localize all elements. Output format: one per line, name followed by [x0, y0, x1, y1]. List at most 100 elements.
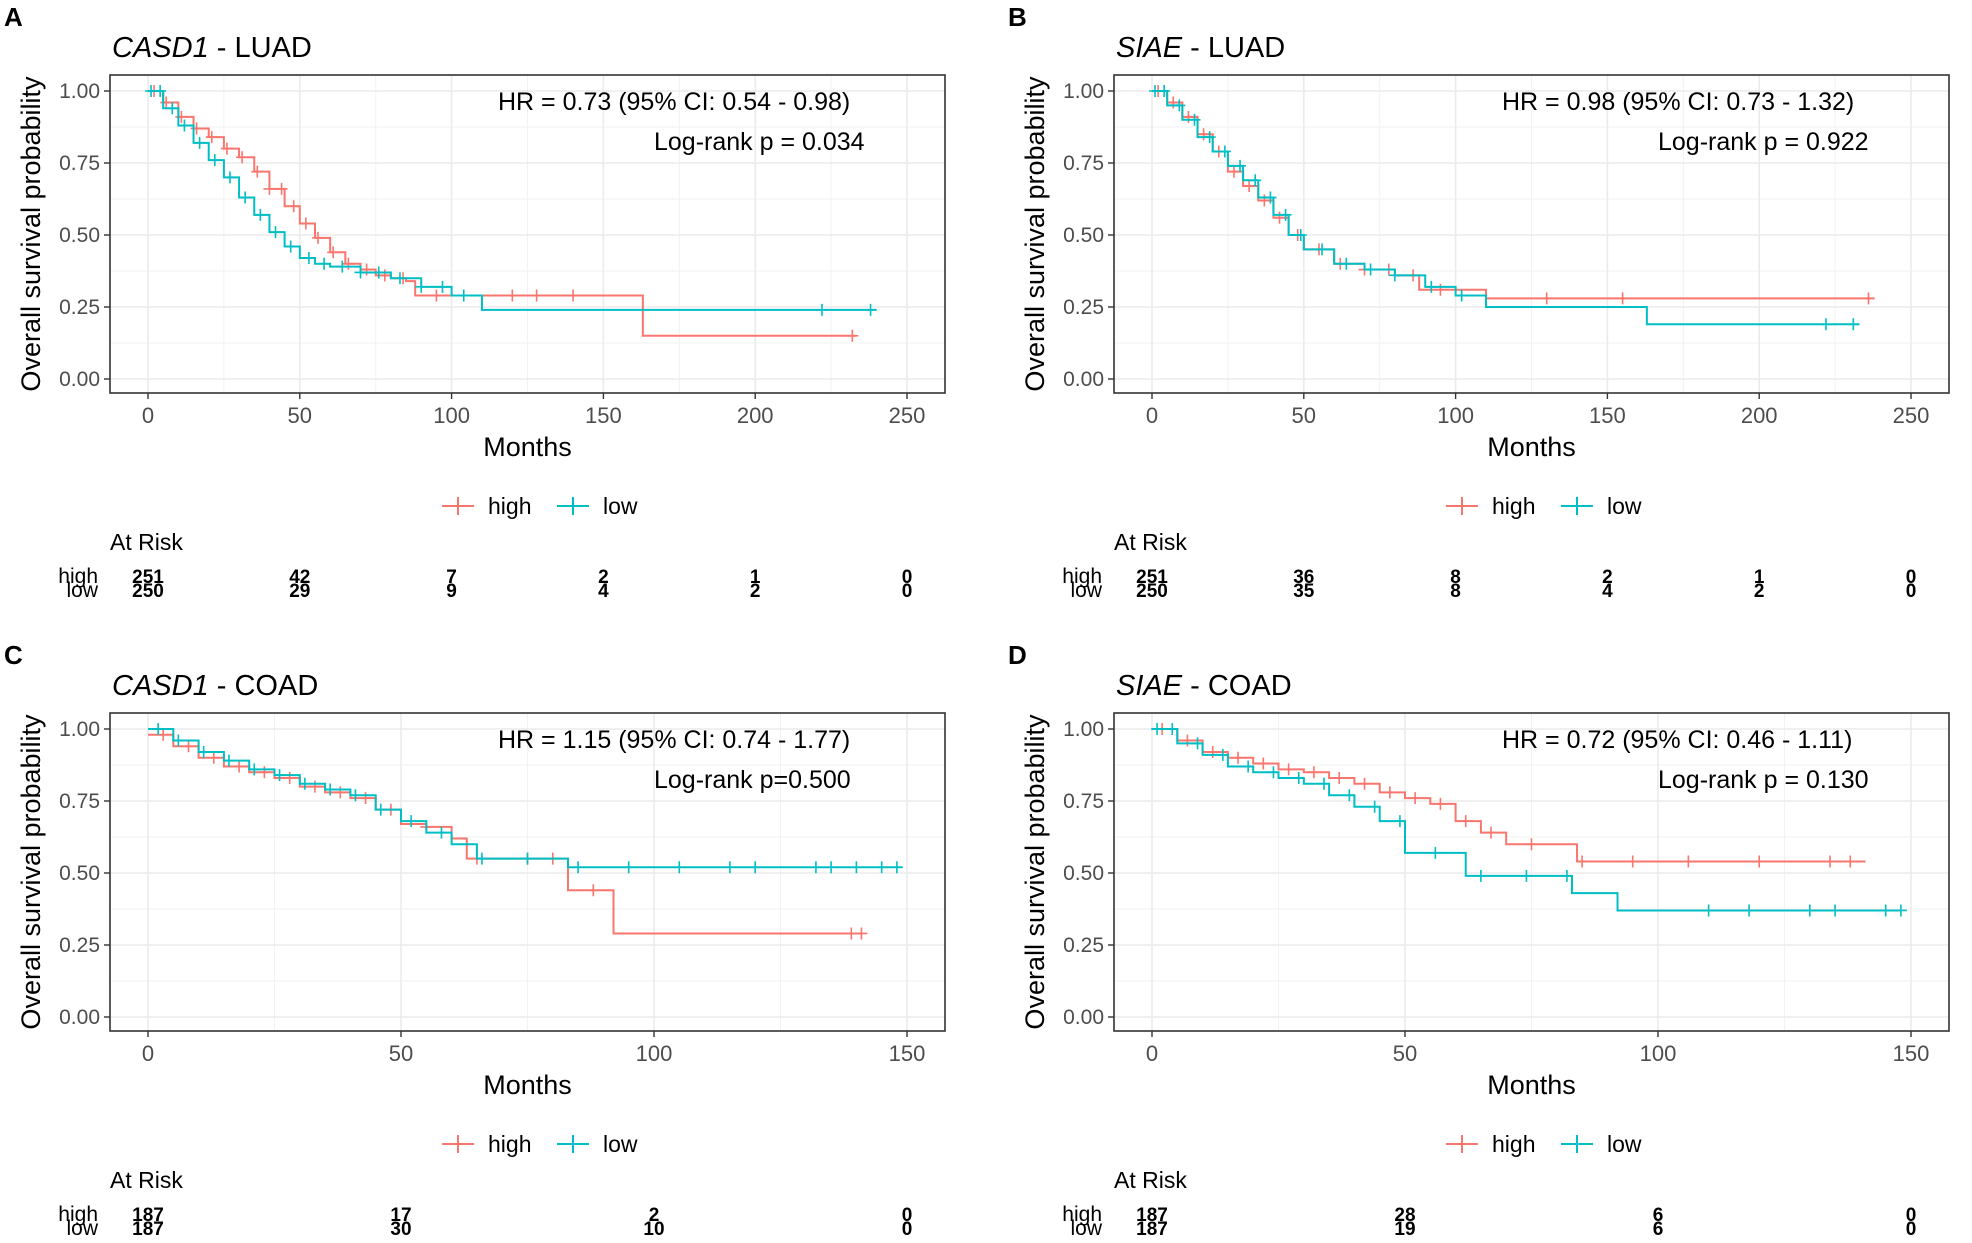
- censor-mark-low: [521, 852, 534, 865]
- censor-mark-high: [1862, 292, 1875, 305]
- censor-mark-low: [1829, 904, 1842, 917]
- censor-mark-low: [1894, 904, 1907, 917]
- at-risk-count: 28: [1394, 1205, 1415, 1226]
- censor-mark-low: [239, 191, 252, 204]
- censor-mark-low: [1242, 760, 1255, 773]
- y-tick-label: 0.25: [1063, 934, 1104, 957]
- y-tick-label: 0.75: [59, 790, 100, 813]
- censor-mark-low: [1474, 869, 1487, 882]
- panel-letter: B: [1008, 2, 1027, 32]
- censor-mark-low: [1267, 766, 1280, 779]
- censor-mark-low: [1847, 318, 1860, 331]
- censor-mark-low: [1173, 99, 1186, 112]
- censor-mark-low: [284, 240, 297, 253]
- censor-mark-low: [1188, 113, 1201, 126]
- x-tick-label: 150: [889, 1041, 926, 1066]
- y-tick-label: 0.00: [1063, 368, 1104, 391]
- y-axis-title: Overall survival probability: [1020, 714, 1050, 1030]
- x-tick-label: 100: [1437, 403, 1474, 428]
- censor-mark-low: [393, 272, 406, 285]
- censor-mark-high: [1383, 786, 1396, 799]
- censor-mark-high: [299, 217, 312, 230]
- at-risk-count: 187: [1136, 1219, 1168, 1240]
- censor-mark-high: [506, 289, 519, 302]
- x-tick-label: 50: [389, 1041, 413, 1066]
- y-tick-label: 0.50: [59, 862, 100, 885]
- panel-d: D SIAE - COAD 0 50 100 150 0.00 0.25 0.50 0.75 1.0…: [1008, 640, 1950, 1240]
- x-tick-label: 0: [1146, 403, 1158, 428]
- y-tick-label: 0.00: [59, 368, 100, 391]
- censor-mark-high: [1243, 180, 1256, 193]
- legend-key-high: [442, 1135, 474, 1153]
- censor-mark-low: [815, 303, 828, 316]
- title-cohort: - COAD: [209, 670, 319, 702]
- censor-mark-low: [457, 289, 470, 302]
- legend-key-low: [1561, 497, 1593, 515]
- x-tick-label: 250: [889, 403, 926, 428]
- plot-frame: [1113, 712, 1950, 1032]
- censor-mark-low: [152, 723, 165, 735]
- at-risk-count: 187: [132, 1205, 164, 1226]
- censor-mark-low: [1166, 723, 1179, 735]
- censor-mark-low: [1455, 289, 1468, 302]
- x-axis-title: Months: [483, 1070, 572, 1100]
- censor-mark-low: [1249, 174, 1262, 187]
- at-risk-count: 0: [1906, 567, 1917, 588]
- x-tick-label: 50: [1393, 1041, 1417, 1066]
- censor-mark-low: [405, 815, 418, 828]
- legend-label-low: low: [1607, 1131, 1642, 1157]
- censor-mark-low: [1218, 145, 1231, 158]
- at-risk-count: 10: [643, 1219, 664, 1240]
- title-gene: CASD1: [112, 32, 209, 64]
- survival-curve-low: [1152, 90, 1860, 326]
- censor-mark-high: [327, 246, 340, 259]
- censor-mark-low: [222, 754, 235, 767]
- at-risk-count: 4: [598, 581, 609, 602]
- at-risk-count: 7: [446, 567, 457, 588]
- censor-mark-high: [275, 182, 288, 195]
- log-rank-text: Log-rank p=0.500: [654, 766, 851, 794]
- censor-mark-low: [1191, 737, 1204, 750]
- censor-mark-low: [1292, 771, 1305, 784]
- legend-key-high: [1446, 497, 1478, 515]
- at-risk-count: 6: [1653, 1219, 1664, 1240]
- at-risk-count: 251: [1136, 567, 1168, 588]
- censor-mark-high: [263, 182, 276, 195]
- censor-mark-low: [1151, 723, 1164, 735]
- x-tick-label: 100: [636, 1041, 673, 1066]
- censor-mark-high: [1525, 838, 1538, 851]
- censor-mark-high: [207, 751, 220, 764]
- x-tick-label: 200: [1741, 403, 1778, 428]
- censor-mark-low: [223, 171, 236, 184]
- censor-mark-low: [1368, 800, 1381, 813]
- censor-mark-low: [154, 85, 167, 97]
- x-tick-label: 150: [585, 403, 622, 428]
- at-risk-count: 1: [750, 567, 761, 588]
- censor-mark-high: [567, 289, 580, 302]
- x-tick-label: 100: [1640, 1041, 1677, 1066]
- censor-mark-high: [1434, 797, 1447, 810]
- y-tick-label: 0.50: [1063, 862, 1104, 885]
- y-axis-title: Overall survival probability: [16, 76, 46, 392]
- censor-mark-low: [166, 102, 179, 115]
- censor-mark-low: [354, 266, 367, 279]
- censor-mark-high: [1409, 792, 1422, 805]
- x-tick-label: 200: [737, 403, 774, 428]
- censor-mark-low: [723, 861, 736, 874]
- chart-title: SIAE - COAD: [1116, 670, 1292, 702]
- panel-letter: A: [4, 2, 23, 32]
- chart-title: CASD1 - COAD: [112, 670, 318, 702]
- y-tick-label: 1.00: [1063, 718, 1104, 741]
- x-tick-label: 50: [288, 403, 312, 428]
- at-risk-row-label: high: [58, 565, 98, 588]
- censor-mark-low: [1264, 191, 1277, 204]
- x-tick-label: 250: [1893, 403, 1930, 428]
- legend-key-low: [557, 497, 589, 515]
- at-risk-count: 17: [390, 1205, 411, 1226]
- plot-frame: [109, 712, 946, 1032]
- at-risk-row-label: low: [1070, 1217, 1102, 1240]
- censor-mark-low: [825, 861, 838, 874]
